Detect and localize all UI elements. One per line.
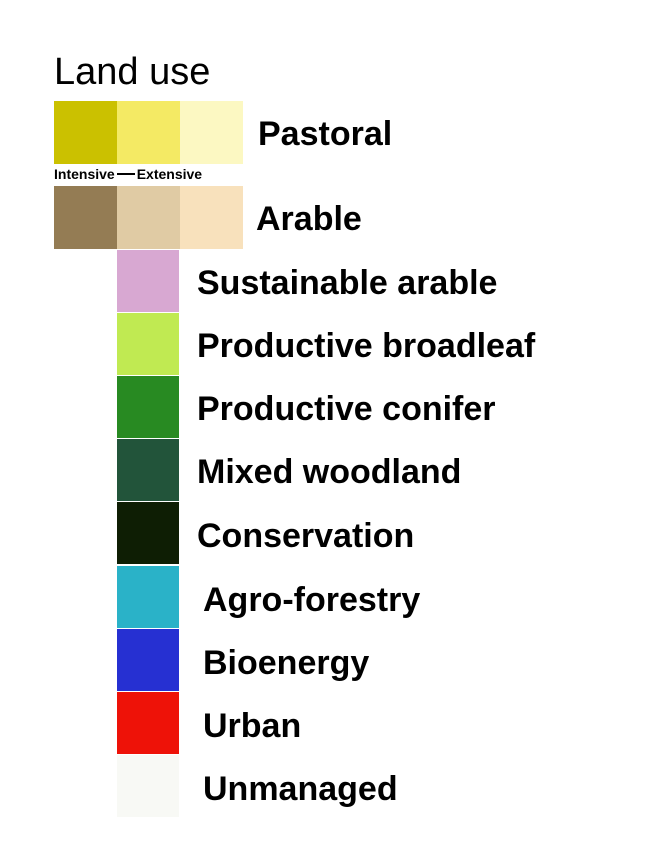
pastoral-swatches [54,101,243,164]
swatch-productive-conifer [117,376,179,438]
swatch-mixed-woodland [117,439,179,501]
label-productive-broadleaf: Productive broadleaf [197,327,536,365]
label-productive-conifer: Productive conifer [197,390,496,428]
intensity-right-label: Extensive [136,166,203,182]
swatch-conservation [117,502,179,564]
pastoral-swatch-intensive [54,101,117,164]
swatch-sustainable-arable [117,250,179,312]
arable-swatch-extensive [180,186,243,249]
pastoral-swatch-extensive [180,101,243,164]
swatch-productive-broadleaf [117,313,179,375]
pastoral-swatch-medium [117,101,180,164]
label-sustainable-arable: Sustainable arable [197,264,498,302]
label-agro-forestry: Agro-forestry [203,581,421,619]
label-bioenergy: Bioenergy [203,644,370,682]
swatch-bioenergy [117,629,179,691]
intensity-dash [116,173,135,175]
arable-swatch-medium [117,186,180,249]
arable-label: Arable [256,200,362,238]
swatch-unmanaged [117,755,179,817]
label-unmanaged: Unmanaged [203,770,398,808]
intensity-scale: Intensive Extensive [54,164,244,184]
arable-swatches [54,186,243,249]
label-mixed-woodland: Mixed woodland [197,453,462,491]
swatch-agro-forestry [117,566,179,628]
label-urban: Urban [203,707,302,745]
label-conservation: Conservation [197,517,415,555]
swatch-urban [117,692,179,754]
legend-title: Land use [54,51,211,93]
intensity-left-label: Intensive [54,166,115,182]
pastoral-label: Pastoral [258,115,393,153]
arable-swatch-intensive [54,186,117,249]
